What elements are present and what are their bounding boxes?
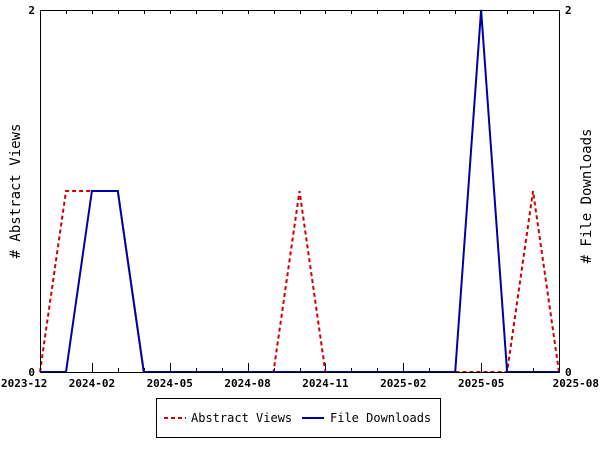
x-tick-label: 2024-02	[69, 377, 115, 390]
legend: Abstract Views File Downloads	[156, 398, 441, 438]
legend-box	[156, 398, 441, 438]
series-line-abstract-views	[39, 190, 560, 373]
x-tick-labels: 2023-12 2024-02 2024-05 2024-08 2024-11 2025-…	[1, 377, 599, 390]
y-left-tick-top: 2	[28, 4, 35, 17]
x-tick-label: 2024-05	[147, 377, 193, 390]
legend-label-abstract-views: Abstract Views	[191, 411, 292, 425]
x-tick-label: 2024-11	[302, 377, 349, 390]
legend-label-file-downloads: File Downloads	[330, 411, 431, 425]
x-tick-label: 2024-08	[224, 377, 270, 390]
x-tick-label: 2025-02	[380, 377, 426, 390]
y-left-tick-bottom: 0	[28, 366, 35, 379]
y-right-tick-bottom: 0	[565, 366, 572, 379]
x-tick-label: 2023-12	[1, 377, 47, 390]
x-tick-label: 2025-05	[458, 377, 504, 390]
plot-area	[40, 10, 560, 373]
series-layer	[39, 9, 560, 373]
y-left-axis-title: # Abstract Views	[8, 124, 24, 259]
y-right-tick-top: 2	[565, 4, 572, 17]
y-right-axis-title: # File Downloads	[579, 129, 595, 264]
x-tick-label: 2025-08	[553, 377, 599, 390]
